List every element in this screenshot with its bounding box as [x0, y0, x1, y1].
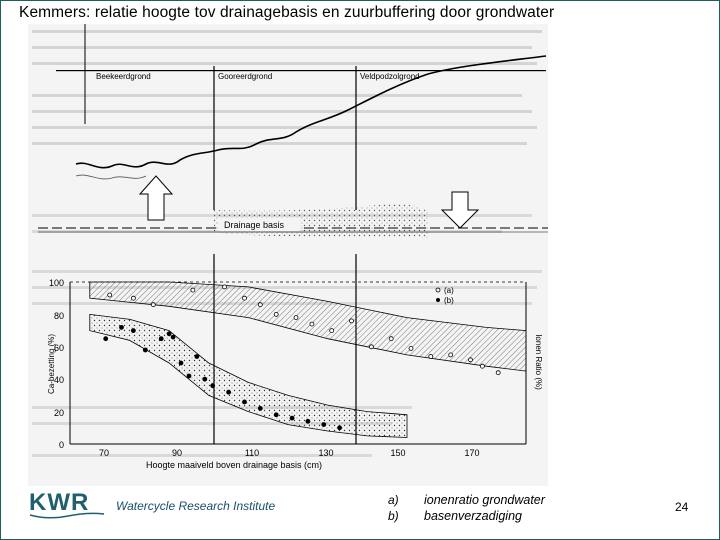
y-axis-left-label: Ca-bezetting (%) [47, 334, 56, 394]
institute-name: Watercycle Research Institute [116, 499, 276, 513]
series-a-point [107, 292, 113, 298]
series-b-point [202, 376, 208, 382]
series-b-point [131, 328, 136, 334]
series-a-point [368, 344, 374, 350]
logo-text: KWR [29, 489, 89, 516]
slide-title: Kemmers: relatie hoogte tov drainagebasi… [19, 4, 555, 21]
series-a-point [349, 318, 354, 324]
kwr-logo: KWR [29, 489, 105, 519]
profile-label-gooreerdgrond: Gooreerdgrond [218, 72, 272, 81]
footer-legend-b-key: b) [388, 509, 399, 523]
footer-legend-b-text: basenverzadiging [424, 509, 522, 523]
legend-marker-a [435, 287, 441, 293]
series-a-point [190, 287, 196, 293]
series-b-point [142, 347, 148, 353]
soil-profile-diagram: Beekeerdgrond Gooreerdgrond Veldpodzolgr… [38, 24, 548, 238]
series-b-points [103, 324, 343, 431]
y-tick-label: 40 [54, 375, 64, 385]
series-a-point [257, 302, 263, 308]
series-a-point [309, 321, 315, 327]
series-b-point [119, 324, 124, 330]
x-tick-label: 130 [318, 448, 333, 458]
series-b-point [337, 425, 343, 431]
series-a-point [495, 370, 501, 376]
x-tick-label: 90 [172, 448, 182, 458]
series-a-points [107, 284, 501, 376]
series-a-point [222, 284, 228, 290]
series-b-point [226, 389, 232, 395]
scanned-figure: Beekeerdgrond Gooreerdgrond Veldpodzolgr… [28, 24, 548, 486]
series-a-point [428, 354, 434, 359]
y-tick-label: 60 [54, 343, 64, 353]
y-tick-label: 0 [59, 440, 64, 450]
legend-label-b: (b) [444, 296, 454, 305]
series-a-point [408, 345, 414, 351]
legend-label-a: (a) [444, 286, 454, 295]
footer-legend-a-text: ionenratio grondwater [424, 493, 545, 507]
series-b-point [257, 405, 263, 411]
series-b-point [273, 412, 279, 418]
series-b-point [305, 418, 311, 424]
series-a-point [242, 295, 247, 301]
profile-label-beekeerdgrond: Beekeerdgrond [96, 72, 151, 81]
series-b-point [210, 383, 216, 389]
y-axis-right-label: Ionen Ratio (%) [534, 334, 543, 390]
series-a-point [388, 336, 394, 342]
x-tick-label: 110 [245, 448, 259, 458]
band-b-baseverzadiging [89, 313, 408, 438]
x-tick-label: 170 [464, 448, 479, 458]
chart-legend: (a) (b) [435, 286, 454, 305]
band-a-ionratio [89, 281, 527, 372]
profile-label-veldpodzolgrond: Veldpodzolgrond [360, 72, 420, 81]
x-axis-label: Hoogte maaiveld boven drainage basis (cm… [146, 460, 322, 470]
bleed-through-text [32, 30, 542, 457]
series-b-point [158, 336, 164, 342]
series-b-point [166, 331, 172, 337]
series-a-point [293, 315, 299, 321]
series-a-point [150, 302, 156, 308]
terrain-surface-line [75, 55, 547, 169]
series-b-point [178, 360, 184, 366]
series-a-point [131, 295, 136, 301]
y-tick-label: 100 [49, 278, 64, 288]
x-tick-label: 70 [99, 448, 109, 458]
series-a-point [479, 363, 485, 369]
y-tick-labels: 100 80 60 40 20 0 [49, 278, 64, 450]
legend-marker-b [436, 298, 440, 302]
arrow-down-icon [440, 191, 480, 229]
series-b-point [186, 373, 192, 379]
series-a-point [273, 311, 279, 317]
footer-legend-a-key: a) [388, 493, 399, 507]
series-b-point [321, 422, 327, 428]
arrow-up-icon [138, 175, 174, 221]
series-b-point [170, 334, 176, 340]
ca-ionratio-chart: 100 80 60 40 20 0 70 90 110 130 150 170 … [47, 254, 543, 470]
x-tick-label: 150 [390, 448, 405, 458]
x-tick-labels: 70 90 110 130 150 170 [99, 448, 480, 458]
series-a-point [329, 328, 335, 334]
series-b-point [194, 354, 200, 359]
drainage-basis-label: Drainage basis [224, 220, 285, 230]
series-b-point [289, 415, 295, 421]
series-b-point [242, 399, 247, 405]
y-tick-label: 80 [54, 311, 64, 321]
series-b-point [103, 336, 109, 342]
series-a-point [448, 352, 454, 358]
page-number: 24 [675, 500, 689, 514]
series-a-point [468, 357, 473, 363]
y-tick-label: 20 [54, 408, 64, 418]
